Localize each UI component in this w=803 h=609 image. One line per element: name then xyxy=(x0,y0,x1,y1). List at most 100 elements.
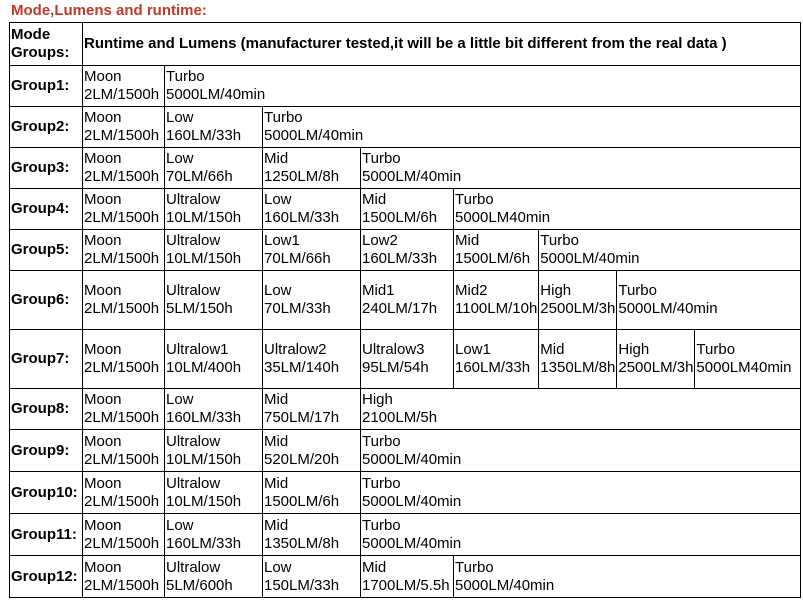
group-row: Group7: Moon 2LM/1500h Ultralow1 10LM/400h Ul… xyxy=(9,329,802,389)
group-label: Group5: xyxy=(9,229,83,271)
mode-cell: Low 160LM/33h xyxy=(164,513,263,556)
group-row: Group10: Moon 2LM/1500h Ultralow 10LM/150h Mi… xyxy=(9,471,802,514)
mode-output-runtime: 35LM/140h xyxy=(264,359,340,376)
group-label: Group1: xyxy=(9,65,83,107)
mode-cell: Turbo 5000LM40min xyxy=(694,329,802,389)
mode-cell: Ultralow2 35LM/140h xyxy=(262,329,361,389)
mode-name: Mid xyxy=(264,516,289,534)
mode-name: High xyxy=(362,391,393,408)
mode-name: Moon xyxy=(84,282,122,299)
mode-cell: Turbo 5000LM/40min xyxy=(359,429,802,472)
group-label: Group9: xyxy=(9,429,83,472)
mode-output-runtime: 2100LM/5h xyxy=(362,409,438,426)
group-row: Group12: Moon 2LM/1500h Ultralow 5LM/600h Low… xyxy=(9,555,802,598)
mode-output-runtime: 2LM/1500h xyxy=(84,168,160,185)
mode-cell: Mid 1700LM/5.5h xyxy=(360,555,454,598)
mode-output-runtime: 1500LM/6h xyxy=(455,250,531,267)
group-label: Group8: xyxy=(9,388,83,430)
group-row: Group5: Moon 2LM/1500h Ultralow 10LM/150h Low… xyxy=(9,229,802,271)
mode-name: Ultralow2 xyxy=(264,341,327,358)
mode-name: Low xyxy=(264,558,292,576)
mode-cell: Mid 1350LM/8h xyxy=(538,329,618,389)
header-row: Mode Groups: Runtime and Lumens (manufac… xyxy=(9,22,802,66)
mode-name: Moon xyxy=(84,68,122,85)
mode-name: Ultralow xyxy=(166,282,221,299)
header-groups: Groups: xyxy=(11,44,70,61)
group-row: Group6: Moon 2LM/1500h Ultralow 5LM/150h Low 7… xyxy=(9,270,802,330)
mode-cell: Ultralow3 95LM/54h xyxy=(360,329,454,389)
mode-cell: Ultralow 5LM/600h xyxy=(164,555,263,598)
mode-name: Moon xyxy=(84,474,122,492)
mode-cell: High 2500LM/3h xyxy=(616,329,696,389)
page-title: Mode,Lumens and runtime: xyxy=(11,2,207,19)
mode-name: Moon xyxy=(84,341,122,358)
mode-cell: Mid 1350LM/8h xyxy=(262,513,361,556)
mode-output-runtime: 5000LM/40min xyxy=(362,492,462,510)
mode-output-runtime: 5000LM/40min xyxy=(455,576,555,594)
mode-cell: Low 70LM/66h xyxy=(164,147,263,189)
group-row: Group9: Moon 2LM/1500h Ultralow 10LM/150h Mid… xyxy=(9,429,802,472)
mode-cell: Mid 1500LM/6h xyxy=(360,188,454,230)
mode-output-runtime: 520LM/20h xyxy=(264,450,340,468)
mode-name: Mid xyxy=(264,432,289,450)
mode-output-runtime: 160LM/33h xyxy=(166,534,242,552)
mode-output-runtime: 1700LM/5.5h xyxy=(362,576,450,594)
mode-cell: Moon 2LM/1500h xyxy=(82,270,165,330)
mode-cell: Mid 1250LM/8h xyxy=(262,147,361,189)
mode-output-runtime: 2LM/1500h xyxy=(84,492,160,510)
mode-name: Ultralow1 xyxy=(166,341,229,358)
mode-output-runtime: 10LM/150h xyxy=(166,450,242,468)
mode-output-runtime: 2LM/1500h xyxy=(84,209,160,226)
mode-cell: Ultralow 10LM/150h xyxy=(164,471,263,514)
mode-cell: Turbo 5000LM40min xyxy=(452,188,802,230)
mode-output-runtime: 2LM/1500h xyxy=(84,86,160,103)
mode-output-runtime: 1350LM/8h xyxy=(540,359,616,376)
mode-name: Low xyxy=(166,109,194,126)
mode-output-runtime: 5LM/600h xyxy=(166,576,233,594)
mode-cell: Turbo 5000LM/40min xyxy=(359,471,802,514)
mode-output-runtime: 5000LM40min xyxy=(696,359,792,376)
group-label: Group2: xyxy=(9,106,83,148)
mode-name: Mid xyxy=(264,391,289,408)
mode-name: Turbo xyxy=(264,109,303,126)
mode-cell: Ultralow 5LM/150h xyxy=(164,270,263,330)
group-row: Group2: Moon 2LM/1500h Low 160LM/33h Turbo 500… xyxy=(9,106,802,148)
mode-name: Turbo xyxy=(455,191,494,208)
mode-name: Turbo xyxy=(362,150,401,167)
mode-output-runtime: 2LM/1500h xyxy=(84,534,160,552)
mode-name: Turbo xyxy=(696,341,736,358)
mode-cell: Moon 2LM/1500h xyxy=(82,388,165,430)
mode-cell: Ultralow 10LM/150h xyxy=(164,188,263,230)
mode-output-runtime: 150LM/33h xyxy=(264,576,340,594)
mode-name: Mid xyxy=(362,558,387,576)
mode-output-runtime: 2LM/1500h xyxy=(84,300,160,317)
mode-name: Turbo xyxy=(362,516,401,534)
mode-cell: Ultralow1 10LM/400h xyxy=(164,329,263,389)
group-label: Group12: xyxy=(9,555,83,598)
mode-output-runtime: 10LM/400h xyxy=(166,359,242,376)
mode-cell: Mid 520LM/20h xyxy=(262,429,361,472)
mode-name: Moon xyxy=(84,232,122,249)
mode-cell: Mid2 1100LM/10h xyxy=(452,270,540,330)
mode-output-runtime: 70LM/66h xyxy=(264,250,331,267)
mode-name: Mid xyxy=(264,474,289,492)
mode-output-runtime: 2LM/1500h xyxy=(84,250,160,267)
mode-output-runtime: 2500LM/3h xyxy=(618,359,694,376)
mode-cell: Moon 2LM/1500h xyxy=(82,147,165,189)
mode-cell: Moon 2LM/1500h xyxy=(82,555,165,598)
mode-name: Low2 xyxy=(362,232,398,249)
mode-name: Ultralow xyxy=(166,432,221,450)
mode-name: High xyxy=(618,341,650,358)
group-row: Group11: Moon 2LM/1500h Low 160LM/33h Mid 1350… xyxy=(9,513,802,556)
mode-name: Moon xyxy=(84,150,122,167)
mode-name: Mid xyxy=(540,341,565,358)
mode-output-runtime: 2LM/1500h xyxy=(84,359,160,376)
mode-cell: Low 150LM/33h xyxy=(262,555,361,598)
mode-cell: High 2100LM/5h xyxy=(359,388,802,430)
mode-output-runtime: 70LM/66h xyxy=(166,168,233,185)
mode-output-runtime: 2LM/1500h xyxy=(84,409,160,426)
mode-output-runtime: 160LM/33h xyxy=(455,359,531,376)
mode-output-runtime: 160LM/33h xyxy=(264,209,340,226)
mode-output-runtime: 5LM/150h xyxy=(166,300,233,317)
mode-cell: Moon 2LM/1500h xyxy=(82,513,165,556)
